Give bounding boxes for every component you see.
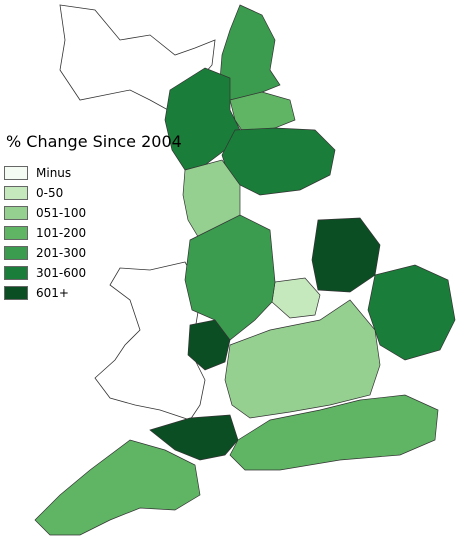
region-lincolnshire [311, 217, 381, 293]
legend-swatch [4, 266, 28, 280]
regions-layer [34, 4, 456, 536]
legend-swatch [4, 206, 28, 220]
legend-swatch [4, 166, 28, 180]
legend-label: 051-100 [36, 206, 87, 220]
region-norfolk-suffolk [367, 264, 456, 361]
region-midlands [184, 214, 276, 341]
legend-swatch [4, 226, 28, 240]
region-cornwall-devon [34, 439, 201, 536]
legend-item: Minus [4, 163, 182, 183]
legend-item: 101-200 [4, 223, 182, 243]
region-london-area [224, 299, 381, 419]
legend-swatch [4, 286, 28, 300]
legend-label: 101-200 [36, 226, 87, 240]
map-legend: % Change Since 2004 Minus 0-50 051-100 1… [4, 132, 182, 303]
legend-label: Minus [36, 166, 72, 180]
region-south-east [229, 394, 439, 471]
legend-label: 601+ [36, 286, 69, 300]
legend-label: 301-600 [36, 266, 87, 280]
legend-item: 301-600 [4, 263, 182, 283]
legend-swatch [4, 186, 28, 200]
legend-item: 0-50 [4, 183, 182, 203]
legend-swatch [4, 246, 28, 260]
legend-item: 201-300 [4, 243, 182, 263]
region-durham [229, 91, 296, 136]
legend-item: 601+ [4, 283, 182, 303]
legend-items: Minus 0-50 051-100 101-200 201-300 301-6… [4, 163, 182, 303]
legend-label: 0-50 [36, 186, 64, 200]
legend-title: % Change Since 2004 [6, 132, 182, 151]
legend-item: 051-100 [4, 203, 182, 223]
region-leicester [271, 277, 321, 319]
legend-label: 201-300 [36, 246, 87, 260]
region-somerset-devon [149, 414, 239, 461]
